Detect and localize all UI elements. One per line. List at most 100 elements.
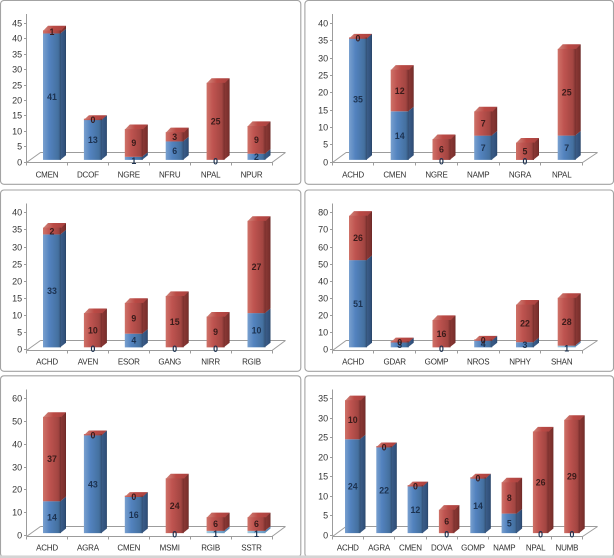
svg-text:NFRU: NFRU	[159, 171, 181, 180]
svg-text:1: 1	[213, 529, 218, 539]
svg-text:MSMI: MSMI	[160, 544, 180, 553]
svg-text:22: 22	[520, 319, 530, 329]
svg-text:24: 24	[348, 481, 358, 491]
svg-text:5: 5	[323, 511, 328, 521]
svg-text:0: 0	[90, 115, 95, 125]
svg-text:15: 15	[318, 106, 328, 116]
svg-text:8: 8	[507, 493, 512, 503]
svg-text:0: 0	[17, 531, 22, 541]
svg-text:6: 6	[172, 146, 177, 156]
svg-text:0: 0	[397, 337, 402, 347]
svg-text:0: 0	[569, 530, 574, 540]
svg-text:CMEN: CMEN	[117, 544, 140, 553]
svg-text:40: 40	[318, 277, 328, 287]
svg-text:AVEN: AVEN	[78, 358, 99, 367]
svg-text:45: 45	[12, 19, 22, 29]
svg-text:NROS: NROS	[467, 358, 489, 367]
svg-text:0: 0	[356, 34, 361, 44]
svg-text:35: 35	[318, 394, 328, 404]
svg-text:GANG: GANG	[158, 358, 181, 367]
svg-text:9: 9	[131, 314, 136, 324]
svg-text:25: 25	[12, 260, 22, 270]
svg-text:0: 0	[413, 481, 418, 491]
svg-text:15: 15	[318, 472, 328, 482]
svg-text:NAMP: NAMP	[493, 544, 515, 553]
svg-text:AGRA: AGRA	[368, 544, 391, 553]
svg-text:15: 15	[12, 111, 22, 121]
svg-text:50: 50	[12, 417, 22, 427]
svg-text:25: 25	[562, 88, 572, 98]
svg-text:15: 15	[12, 294, 22, 304]
svg-text:4: 4	[481, 339, 486, 349]
svg-text:10: 10	[318, 123, 328, 133]
svg-text:5: 5	[17, 328, 22, 338]
svg-text:0: 0	[172, 344, 177, 354]
svg-text:6: 6	[444, 517, 449, 527]
svg-text:16: 16	[129, 510, 139, 520]
svg-text:22: 22	[379, 485, 389, 495]
svg-text:10: 10	[12, 508, 22, 518]
svg-text:51: 51	[353, 299, 363, 309]
svg-text:NUMB: NUMB	[556, 544, 579, 553]
svg-text:0: 0	[476, 474, 481, 484]
svg-text:10: 10	[12, 311, 22, 321]
svg-text:NGRE: NGRE	[118, 171, 140, 180]
svg-text:7: 7	[481, 143, 486, 153]
svg-text:14: 14	[395, 131, 405, 141]
svg-text:20: 20	[318, 88, 328, 98]
svg-text:25: 25	[12, 81, 22, 91]
svg-text:10: 10	[12, 127, 22, 137]
svg-text:AGRA: AGRA	[77, 544, 100, 553]
svg-text:16: 16	[437, 329, 447, 339]
svg-text:NAMP: NAMP	[467, 171, 489, 180]
svg-text:NPUR: NPUR	[241, 171, 263, 180]
svg-text:6: 6	[254, 519, 259, 529]
svg-text:NPAL: NPAL	[526, 544, 546, 553]
svg-text:5: 5	[523, 146, 528, 156]
svg-text:37: 37	[47, 454, 57, 464]
svg-text:10: 10	[318, 328, 328, 338]
svg-text:NIRR: NIRR	[201, 358, 220, 367]
svg-text:0: 0	[90, 344, 95, 354]
svg-text:0: 0	[382, 442, 387, 452]
svg-text:40: 40	[12, 440, 22, 450]
svg-text:3: 3	[397, 340, 402, 350]
svg-text:NGRE: NGRE	[425, 171, 447, 180]
svg-text:0: 0	[17, 345, 22, 355]
svg-text:10: 10	[88, 325, 98, 335]
svg-text:RGIB: RGIB	[201, 544, 220, 553]
svg-text:60: 60	[12, 394, 22, 404]
svg-text:10: 10	[348, 415, 358, 425]
svg-text:30: 30	[318, 54, 328, 64]
svg-text:0: 0	[323, 531, 328, 541]
svg-text:5: 5	[17, 142, 22, 152]
svg-text:20: 20	[12, 96, 22, 106]
svg-text:0: 0	[213, 157, 218, 167]
svg-text:7: 7	[481, 119, 486, 129]
svg-text:0: 0	[439, 157, 444, 167]
svg-text:6: 6	[213, 519, 218, 529]
svg-text:40: 40	[318, 19, 328, 29]
svg-text:70: 70	[318, 225, 328, 235]
svg-text:CMEN: CMEN	[36, 171, 59, 180]
svg-text:35: 35	[353, 94, 363, 104]
svg-text:9: 9	[213, 327, 218, 337]
svg-text:20: 20	[12, 485, 22, 495]
svg-text:14: 14	[473, 501, 483, 511]
svg-text:CMEN: CMEN	[399, 544, 422, 553]
svg-text:30: 30	[318, 414, 328, 424]
svg-text:RGIB: RGIB	[242, 358, 261, 367]
svg-text:4: 4	[131, 336, 136, 346]
svg-text:0: 0	[323, 345, 328, 355]
svg-text:60: 60	[318, 243, 328, 253]
svg-text:30: 30	[318, 294, 328, 304]
svg-text:DCOF: DCOF	[77, 171, 99, 180]
svg-text:27: 27	[252, 262, 262, 272]
svg-text:2: 2	[50, 226, 55, 236]
svg-text:35: 35	[12, 50, 22, 60]
svg-text:12: 12	[411, 505, 421, 515]
svg-text:30: 30	[12, 243, 22, 253]
svg-text:2: 2	[254, 152, 259, 162]
svg-text:5: 5	[507, 519, 512, 529]
svg-text:NPHY: NPHY	[509, 358, 531, 367]
